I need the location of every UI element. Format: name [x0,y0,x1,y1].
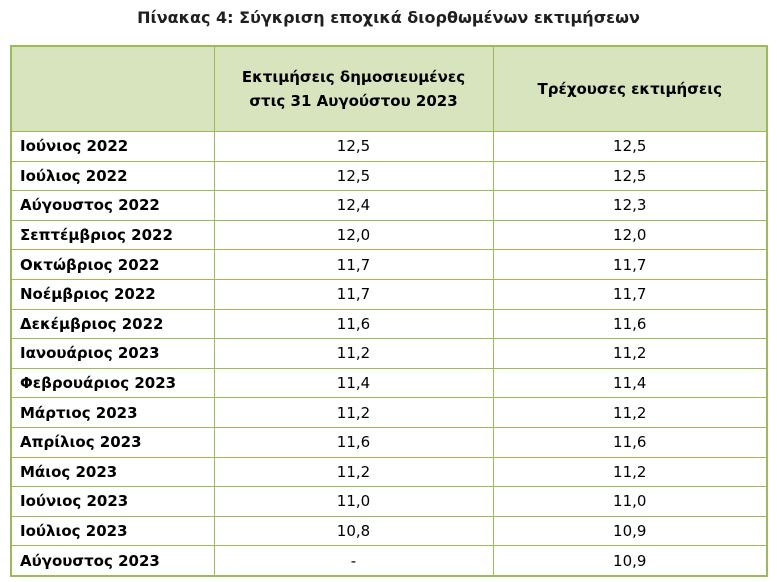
row-label: Αύγουστος 2023 [10,545,215,577]
table-row: Ιούλιος 2023 10,8 10,9 [10,515,768,547]
value-cell: 11,0 [213,486,494,517]
row-label: Ιούλιος 2022 [10,160,215,192]
row-label: Ιούλιος 2023 [10,515,215,547]
value-cell: 12,5 [213,131,494,162]
row-label: Δεκέμβριος 2022 [10,308,215,340]
value-cell: 10,9 [492,515,768,547]
value-cell: 11,7 [213,278,494,310]
table-row: Ιούνιος 2022 12,5 12,5 [10,131,768,162]
table-row: Νοέμβριος 2022 11,7 11,7 [10,278,768,310]
table-row: Μάιος 2023 11,2 11,2 [10,456,768,488]
value-cell: 11,2 [492,397,768,428]
row-label: Οκτώβριος 2022 [10,249,215,280]
value-cell: 11,2 [213,397,494,428]
row-label: Αύγουστος 2022 [10,190,215,221]
value-cell: 11,0 [492,486,768,517]
header-cell: Τρέχουσες εκτιμήσεις [492,45,768,132]
table-row: Φεβρουάριος 2023 11,4 11,4 [10,367,768,399]
row-label: Μάρτιος 2023 [10,397,215,428]
comparison-table: Εκτιμήσεις δημοσιευμένες στις 31 Αυγούστ… [10,45,768,577]
table-row: Απρίλιος 2023 11,6 11,6 [10,426,768,458]
value-cell: 11,2 [492,456,768,488]
value-cell: 11,4 [492,367,768,399]
value-cell: 12,5 [492,160,768,192]
value-cell: 11,7 [492,249,768,280]
table-row: Σεπτέμβριος 2022 12,0 12,0 [10,219,768,251]
table-row: Οκτώβριος 2022 11,7 11,7 [10,249,768,280]
value-cell: 11,7 [492,278,768,310]
table-title: Πίνακας 4: Σύγκριση εποχικά διορθωμένων … [137,8,640,27]
table-row: Δεκέμβριος 2022 11,6 11,6 [10,308,768,340]
value-cell: 11,2 [492,338,768,369]
value-cell: 12,5 [213,160,494,192]
value-cell: 12,5 [492,131,768,162]
table-row: Μάρτιος 2023 11,2 11,2 [10,397,768,428]
value-cell: 10,8 [213,515,494,547]
value-cell: 12,0 [213,219,494,251]
value-cell: 12,4 [213,190,494,221]
table-row: Ιούνιος 2023 11,0 11,0 [10,486,768,517]
header-cell-empty [10,45,215,132]
value-cell: 11,6 [213,426,494,458]
header-row: Εκτιμήσεις δημοσιευμένες στις 31 Αυγούστ… [10,45,768,132]
value-cell: 12,3 [492,190,768,221]
table-row: Ιούλιος 2022 12,5 12,5 [10,160,768,192]
table-row: Αύγουστος 2023-10,9 [10,545,768,577]
row-label: Ιανουάριος 2023 [10,338,215,369]
value-cell: 11,6 [213,308,494,340]
value-cell: 11,2 [213,456,494,488]
value-cell: 11,2 [213,338,494,369]
value-cell: 11,6 [492,426,768,458]
value-cell: 11,7 [213,249,494,280]
value-cell: 11,4 [213,367,494,399]
row-label: Φεβρουάριος 2023 [10,367,215,399]
row-label: Απρίλιος 2023 [10,426,215,458]
row-label: Μάιος 2023 [10,456,215,488]
row-label: Νοέμβριος 2022 [10,278,215,310]
row-label: Ιούνιος 2022 [10,131,215,162]
header-cell: Εκτιμήσεις δημοσιευμένες στις 31 Αυγούστ… [213,45,494,132]
table-row: Αύγουστος 2022 12,4 12,3 [10,190,768,221]
value-cell: 10,9 [492,545,768,577]
row-label: Σεπτέμβριος 2022 [10,219,215,251]
value-cell: 12,0 [492,219,768,251]
value-cell: - [213,545,494,577]
value-cell: 11,6 [492,308,768,340]
row-label: Ιούνιος 2023 [10,486,215,517]
table-body: Ιούνιος 2022 12,5 12,5 Ιούλιος 2022 12,5 12,5… [10,131,768,577]
table-row: Ιανουάριος 2023 11,2 11,2 [10,338,768,369]
